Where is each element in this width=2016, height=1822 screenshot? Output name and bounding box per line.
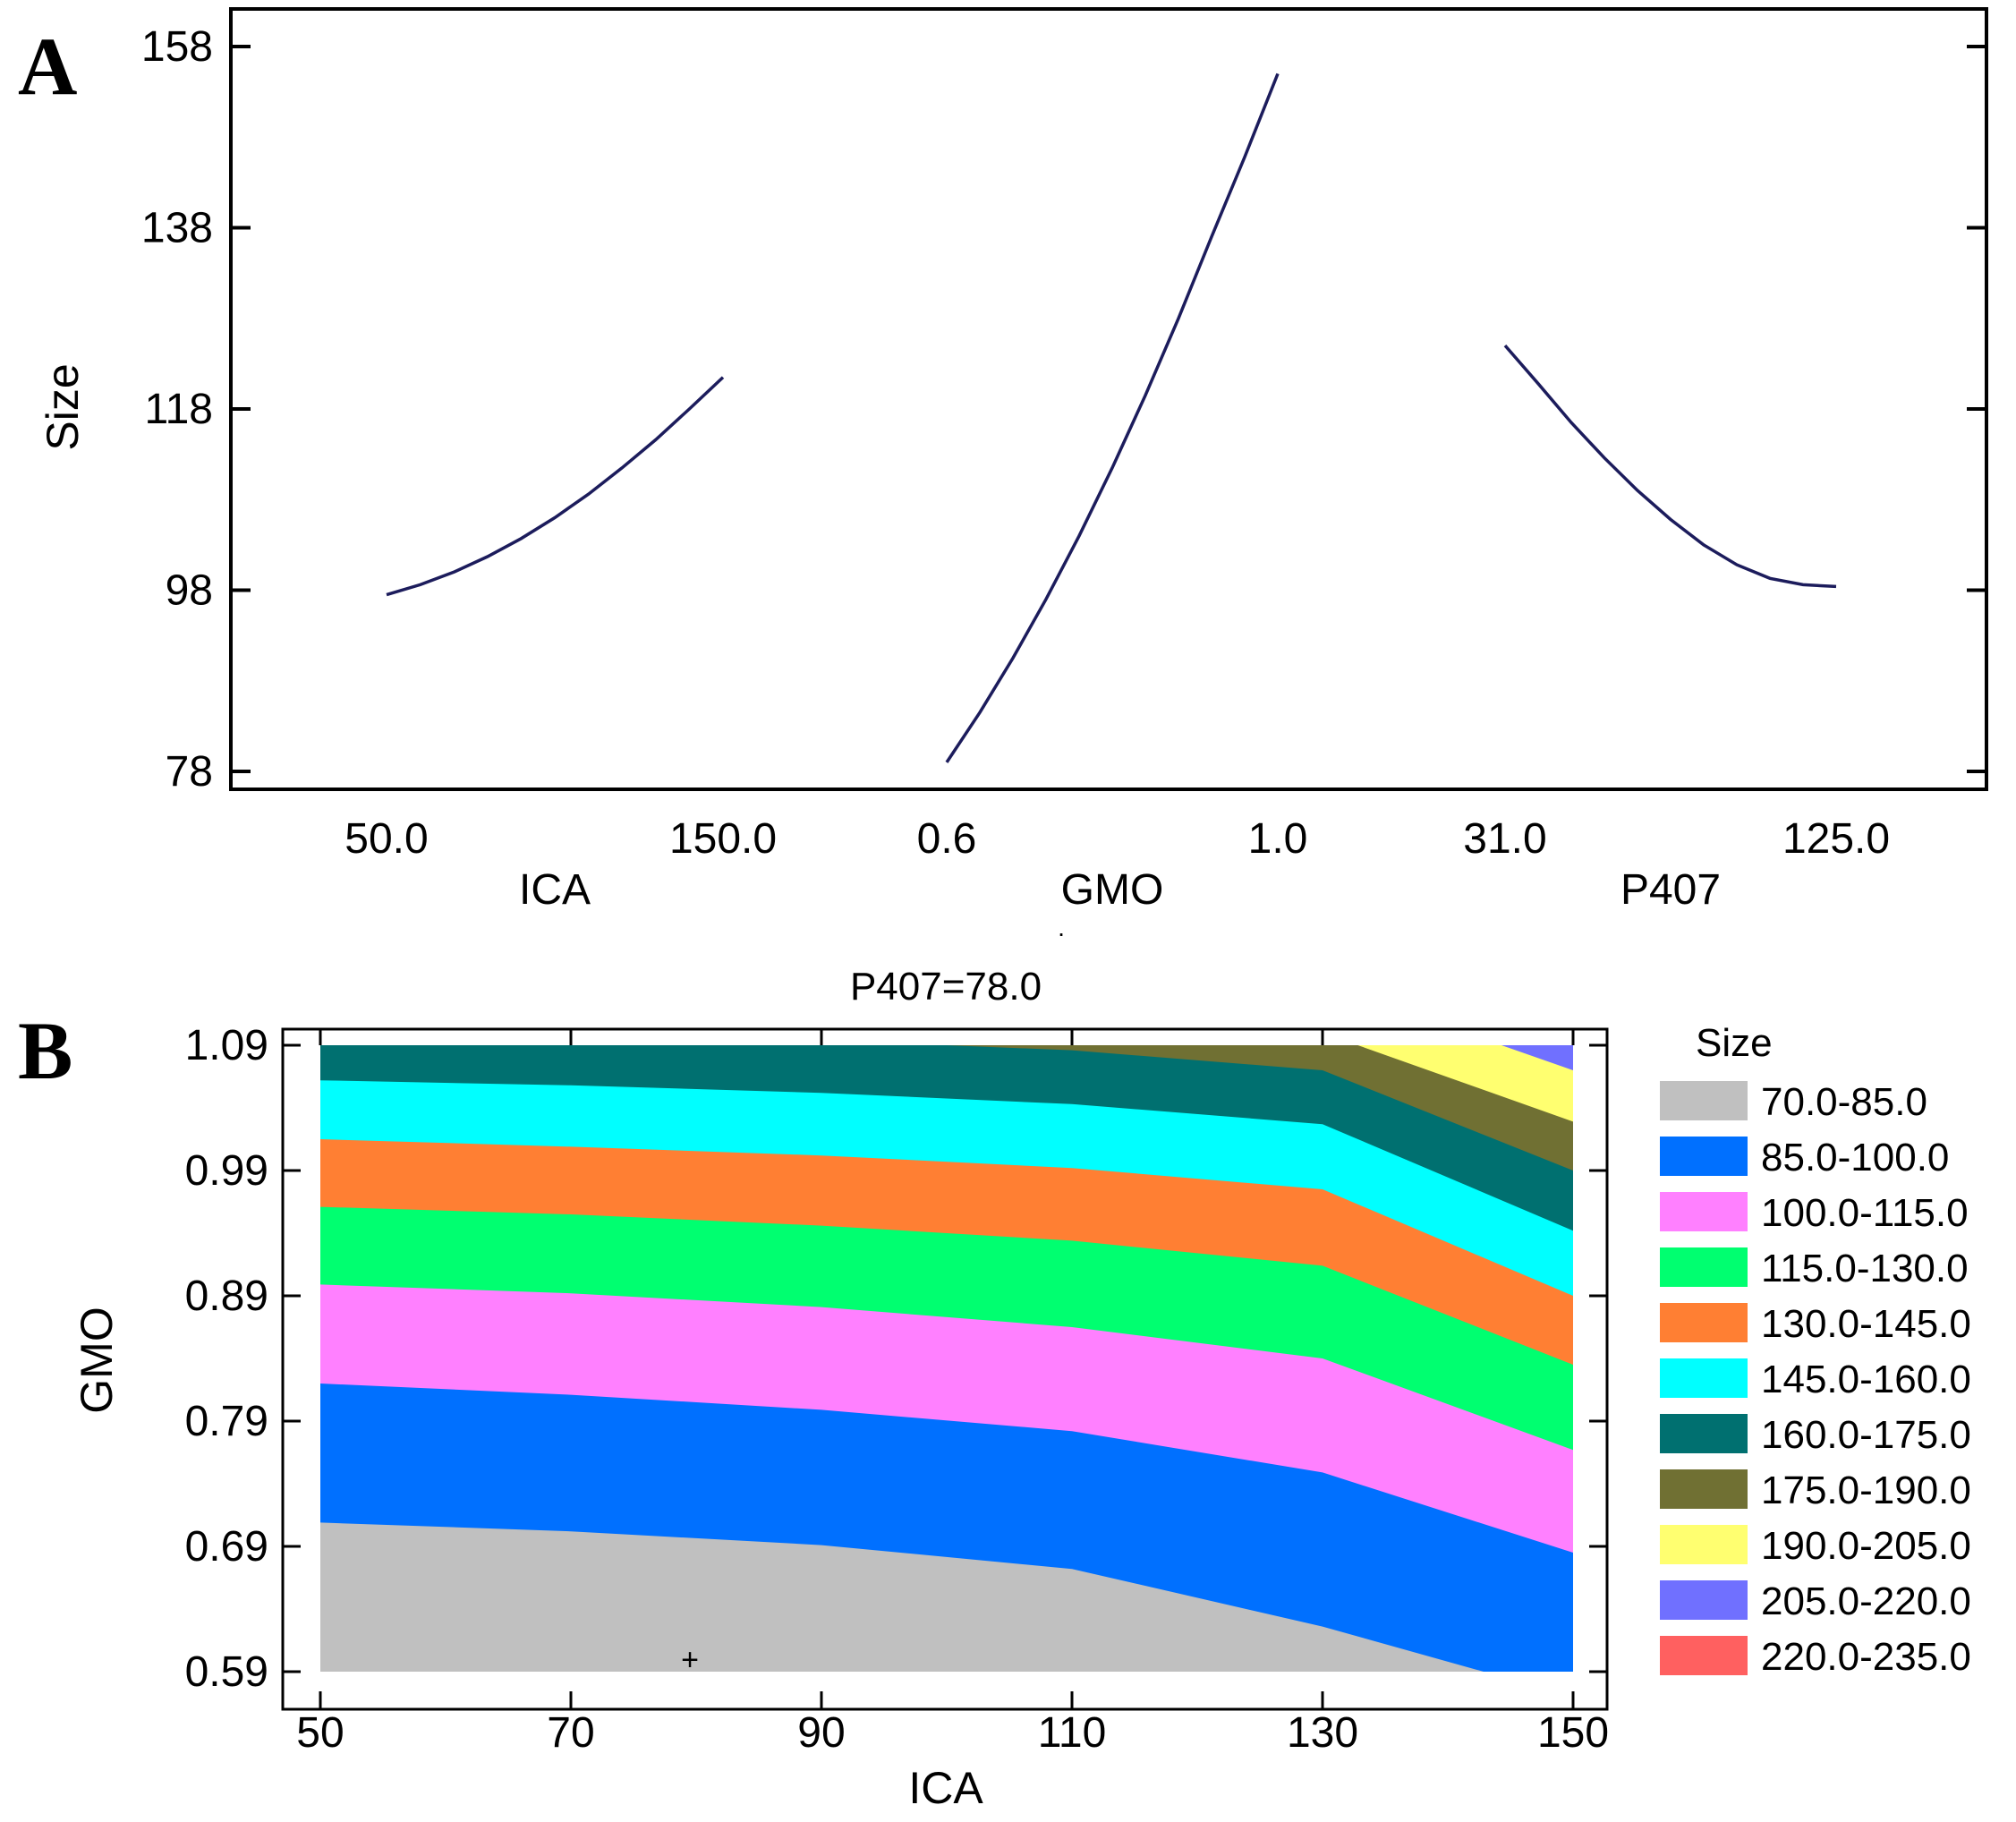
separator-dot: · bbox=[1057, 919, 1065, 947]
panel-a-curves bbox=[386, 72, 1837, 763]
y-tick-label: 158 bbox=[141, 23, 213, 71]
contour-band bbox=[947, 1045, 1573, 1171]
panel-b-title: P407=78.0 bbox=[850, 965, 1042, 1009]
y-tick-label: 0.59 bbox=[185, 1648, 268, 1696]
legend-swatch bbox=[1660, 1414, 1748, 1453]
y-tick-label: 78 bbox=[166, 748, 213, 796]
panel-a-letter: A bbox=[18, 21, 77, 112]
x-tick-label: 90 bbox=[797, 1709, 845, 1757]
panel-a-y-axis: 158 138 118 98 78 bbox=[141, 23, 1986, 796]
legend-label: 70.0-85.0 bbox=[1761, 1080, 1927, 1124]
factor-name-label: GMO bbox=[1061, 866, 1164, 914]
legend-label: 115.0-130.0 bbox=[1761, 1247, 1969, 1290]
factor-high-label: 1.0 bbox=[1248, 815, 1308, 863]
legend-swatch bbox=[1660, 1303, 1748, 1342]
panel-a-chart: 158 138 118 98 78 Size 50.0 150.0 ICA 0.6 1.0 GMO… bbox=[38, 7, 1988, 947]
legend-swatch bbox=[1660, 1469, 1748, 1509]
contour-band bbox=[1357, 1045, 1573, 1122]
legend-label: 220.0-235.0 bbox=[1761, 1635, 1971, 1679]
legend-label: 130.0-145.0 bbox=[1761, 1302, 1971, 1346]
panel-b-contour-regions bbox=[320, 1045, 1573, 1672]
y-tick-label: 0.69 bbox=[185, 1523, 268, 1571]
legend-label: 175.0-190.0 bbox=[1761, 1469, 1971, 1512]
panel-b-y-axis: 1.09 0.99 0.89 0.79 0.69 0.59 bbox=[185, 1022, 1607, 1696]
panel-b-legend: Size 70.0-85.0 85.0-100.0 100.0-115.0 115.0… bbox=[1660, 1021, 1971, 1679]
x-tick-label: 70 bbox=[547, 1709, 594, 1757]
legend-label: 100.0-115.0 bbox=[1761, 1191, 1969, 1235]
legend-swatch bbox=[1660, 1358, 1748, 1398]
legend-label: 145.0-160.0 bbox=[1761, 1358, 1971, 1401]
panel-b-y-title: GMO bbox=[72, 1307, 122, 1413]
x-tick-label: 110 bbox=[1038, 1709, 1107, 1757]
contour-band bbox=[1501, 1045, 1573, 1070]
y-tick-label: 118 bbox=[144, 386, 213, 433]
x-tick-label: 50 bbox=[296, 1709, 344, 1757]
panel-a-x-labels: 50.0 150.0 ICA 0.6 1.0 GMO 31.0 125.0 P407 bbox=[345, 815, 1890, 914]
y-tick-label: 0.99 bbox=[185, 1147, 268, 1195]
y-tick-label: 0.79 bbox=[185, 1398, 268, 1445]
y-tick-label: 98 bbox=[166, 567, 213, 615]
panel-a-y-title: Size bbox=[38, 363, 88, 450]
legend-swatch bbox=[1660, 1192, 1748, 1231]
factor-high-label: 150.0 bbox=[669, 815, 777, 863]
legend-label: 190.0-205.0 bbox=[1761, 1524, 1971, 1568]
legend-swatch bbox=[1660, 1137, 1748, 1176]
legend-label: 160.0-175.0 bbox=[1761, 1413, 1971, 1457]
y-tick-label: 1.09 bbox=[185, 1022, 268, 1069]
legend-label: 85.0-100.0 bbox=[1761, 1136, 1949, 1179]
factor-low-label: 0.6 bbox=[917, 815, 977, 863]
panel-b-x-axis: 50 70 90 110 130 150 bbox=[296, 1029, 1609, 1757]
legend-swatch bbox=[1660, 1636, 1748, 1675]
legend-swatch bbox=[1660, 1580, 1748, 1620]
effect-curve-gmo bbox=[945, 72, 1280, 763]
legend-swatch bbox=[1660, 1247, 1748, 1287]
design-center-marker: + bbox=[681, 1643, 699, 1677]
x-tick-label: 150 bbox=[1537, 1709, 1609, 1757]
panel-a-frame bbox=[229, 7, 1988, 791]
y-tick-label: 138 bbox=[141, 205, 213, 252]
legend-title: Size bbox=[1696, 1021, 1773, 1065]
factor-name-label: P407 bbox=[1620, 866, 1721, 914]
panel-b-chart: + 1.09 0.99 0.89 0.79 0.69 0.59 50 70 90 110 130 1… bbox=[72, 1022, 1609, 1813]
panel-b-letter: B bbox=[18, 1005, 72, 1096]
factor-high-label: 125.0 bbox=[1782, 815, 1890, 863]
x-tick-label: 130 bbox=[1287, 1709, 1358, 1757]
factor-low-label: 50.0 bbox=[345, 815, 428, 863]
factor-low-label: 31.0 bbox=[1463, 815, 1546, 863]
effect-curve-ica bbox=[386, 376, 725, 597]
legend-swatch bbox=[1660, 1525, 1748, 1564]
panel-b-x-title: ICA bbox=[908, 1763, 983, 1813]
contour-band bbox=[320, 1045, 1573, 1231]
effect-curve-p407 bbox=[1503, 344, 1837, 589]
legend-label: 205.0-220.0 bbox=[1761, 1579, 1971, 1623]
factor-name-label: ICA bbox=[519, 866, 591, 914]
legend-swatch bbox=[1660, 1081, 1748, 1120]
y-tick-label: 0.89 bbox=[185, 1273, 268, 1320]
